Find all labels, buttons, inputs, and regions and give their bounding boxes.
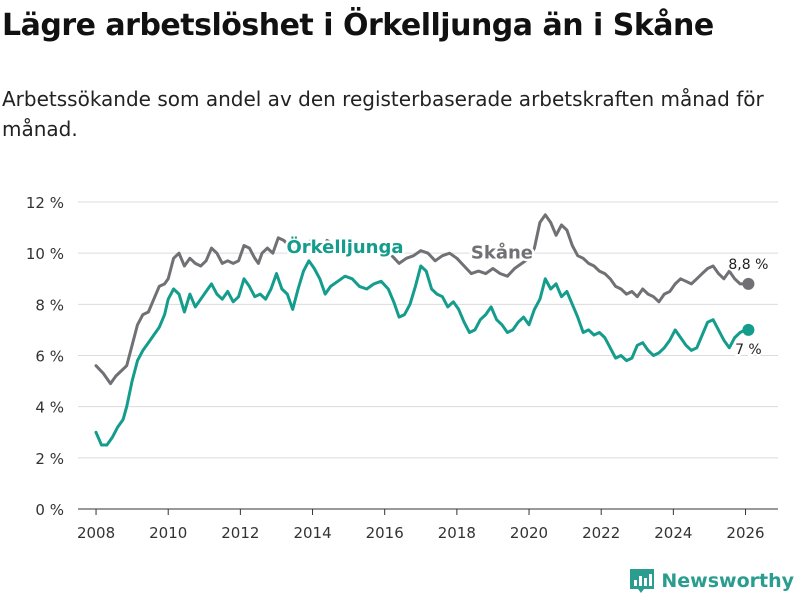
x-tick-label: 2018 bbox=[438, 524, 476, 542]
x-tick-label: 2026 bbox=[726, 524, 764, 542]
y-tick-label: 4 % bbox=[35, 399, 64, 417]
x-tick-label: 2024 bbox=[654, 524, 692, 542]
series-line-skane bbox=[94, 213, 747, 386]
series-label-skane: Skåne bbox=[471, 241, 533, 263]
y-tick-label: 8 % bbox=[35, 296, 64, 314]
y-tick-label: 6 % bbox=[35, 348, 64, 366]
end-point-orkelljunga bbox=[742, 323, 755, 336]
x-tick-label: 2014 bbox=[293, 524, 331, 542]
x-tick-label: 2020 bbox=[510, 524, 548, 542]
brand-name: Newsworthy bbox=[661, 570, 794, 592]
chart-title: Lägre arbetslöshet i Örkelljunga än i Sk… bbox=[2, 8, 714, 43]
x-tick-label: 2008 bbox=[77, 524, 115, 542]
grid-lines bbox=[78, 201, 778, 459]
end-value-label-orkelljunga: 7 % bbox=[735, 342, 762, 358]
y-tick-label: 10 % bbox=[26, 245, 64, 263]
x-tick-label: 2010 bbox=[149, 524, 187, 542]
series-labels: Örkelljunga Skåne 8,8 % 7 % bbox=[284, 234, 770, 360]
x-tick-label: 2022 bbox=[582, 524, 620, 542]
x-axis: 2008 2010 2012 2014 2016 2018 2020 2022 2024 2026 bbox=[77, 508, 778, 542]
series-line-orkelljunga bbox=[94, 259, 747, 447]
y-tick-label: 0 % bbox=[35, 501, 64, 519]
newsworthy-logo-icon bbox=[630, 569, 655, 593]
y-tick-label: 12 % bbox=[26, 194, 64, 212]
y-axis-ticks: 0 % 2 % 4 % 6 % 8 % 10 % 12 % bbox=[26, 194, 64, 519]
end-value-label-skane: 8,8 % bbox=[728, 257, 768, 273]
x-tick-label: 2016 bbox=[366, 524, 404, 542]
chart-subtitle: Arbetssökande som andel av den registerb… bbox=[2, 87, 764, 141]
series-label-orkelljunga: Örkelljunga bbox=[286, 236, 403, 258]
y-tick-label: 2 % bbox=[35, 450, 64, 468]
brand-logo[interactable]: Newsworthy bbox=[629, 568, 794, 594]
series-lines bbox=[94, 213, 747, 447]
end-point-skane bbox=[742, 277, 755, 290]
x-tick-label: 2012 bbox=[221, 524, 259, 542]
